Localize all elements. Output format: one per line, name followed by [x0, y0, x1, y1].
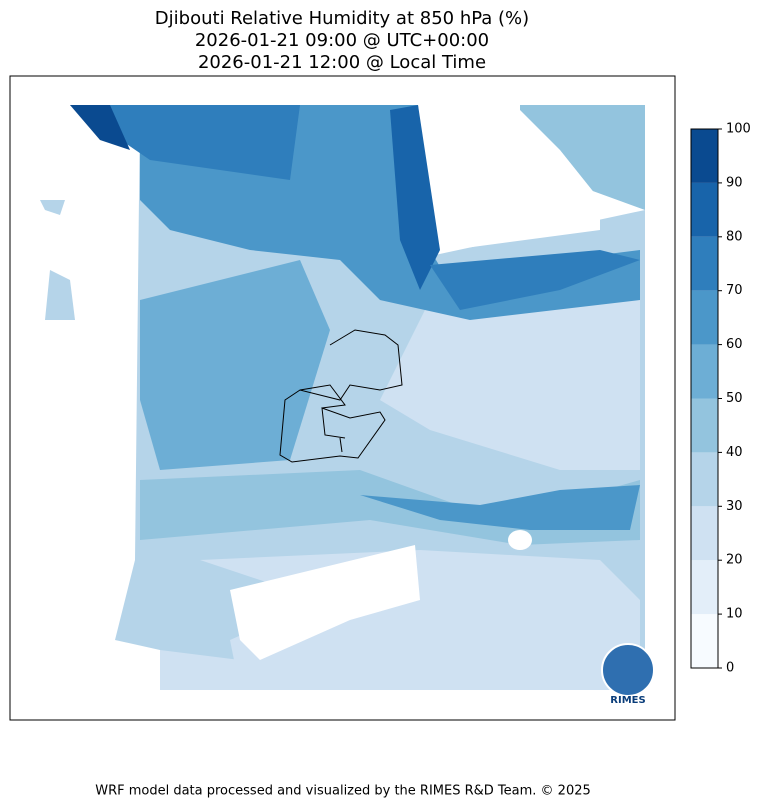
title-line: 2026-01-21 12:00 @ Local Time	[198, 52, 486, 73]
colorbar: 0 10 20 30 40 50 60 70 80 90 100	[690, 122, 751, 676]
colorbar-tick-label: 100	[726, 122, 751, 137]
title-line: 2026-01-21 09:00 @ UTC+00:00	[195, 30, 489, 51]
missing	[440, 110, 600, 250]
field-40	[530, 105, 645, 140]
colorbar-bin	[691, 452, 718, 507]
colorbar-tick-label: 50	[726, 391, 743, 406]
field-60	[360, 485, 640, 530]
field-70	[70, 105, 300, 180]
colorbar-tick-label: 0	[726, 661, 734, 676]
field-30	[40, 200, 75, 320]
colorbar-bin	[691, 182, 718, 237]
colorbar-bin	[691, 614, 718, 668]
map: RIMES	[9, 75, 676, 721]
colorbar-tick-label: 70	[726, 283, 743, 298]
missing	[508, 530, 532, 550]
colorbar-bin	[691, 398, 718, 453]
field-90	[70, 105, 130, 150]
field-50	[140, 260, 330, 470]
missing	[230, 545, 420, 660]
field-30	[70, 105, 645, 690]
field-20	[160, 650, 240, 690]
title-line: Djibouti Relative Humidity at 850 hPa (%…	[155, 8, 529, 29]
colorbar-tick-label: 40	[726, 445, 743, 460]
field-70	[430, 250, 640, 310]
colorbar-bin	[691, 344, 718, 399]
colorbar-bin	[691, 506, 718, 561]
field-80	[390, 105, 440, 290]
footer-text: WRF model data processed and visualized …	[95, 784, 591, 799]
colorbar-bin	[691, 129, 718, 183]
colorbar-tick-label: 60	[726, 337, 743, 352]
field-20	[380, 300, 640, 470]
colorbar-bin	[691, 236, 718, 291]
colorbar-tick-label: 20	[726, 553, 743, 568]
colorbar-tick-label: 10	[726, 607, 743, 622]
logo-emblem	[601, 643, 655, 697]
colorbar-bin	[691, 560, 718, 615]
colorbar-bin	[691, 290, 718, 345]
colorbar-tick-label: 90	[726, 175, 743, 190]
colorbar-tick-label: 30	[726, 499, 743, 514]
country-border	[279, 329, 403, 463]
colorbar-tick-label: 80	[726, 229, 743, 244]
logo-text: RIMES	[610, 695, 645, 706]
